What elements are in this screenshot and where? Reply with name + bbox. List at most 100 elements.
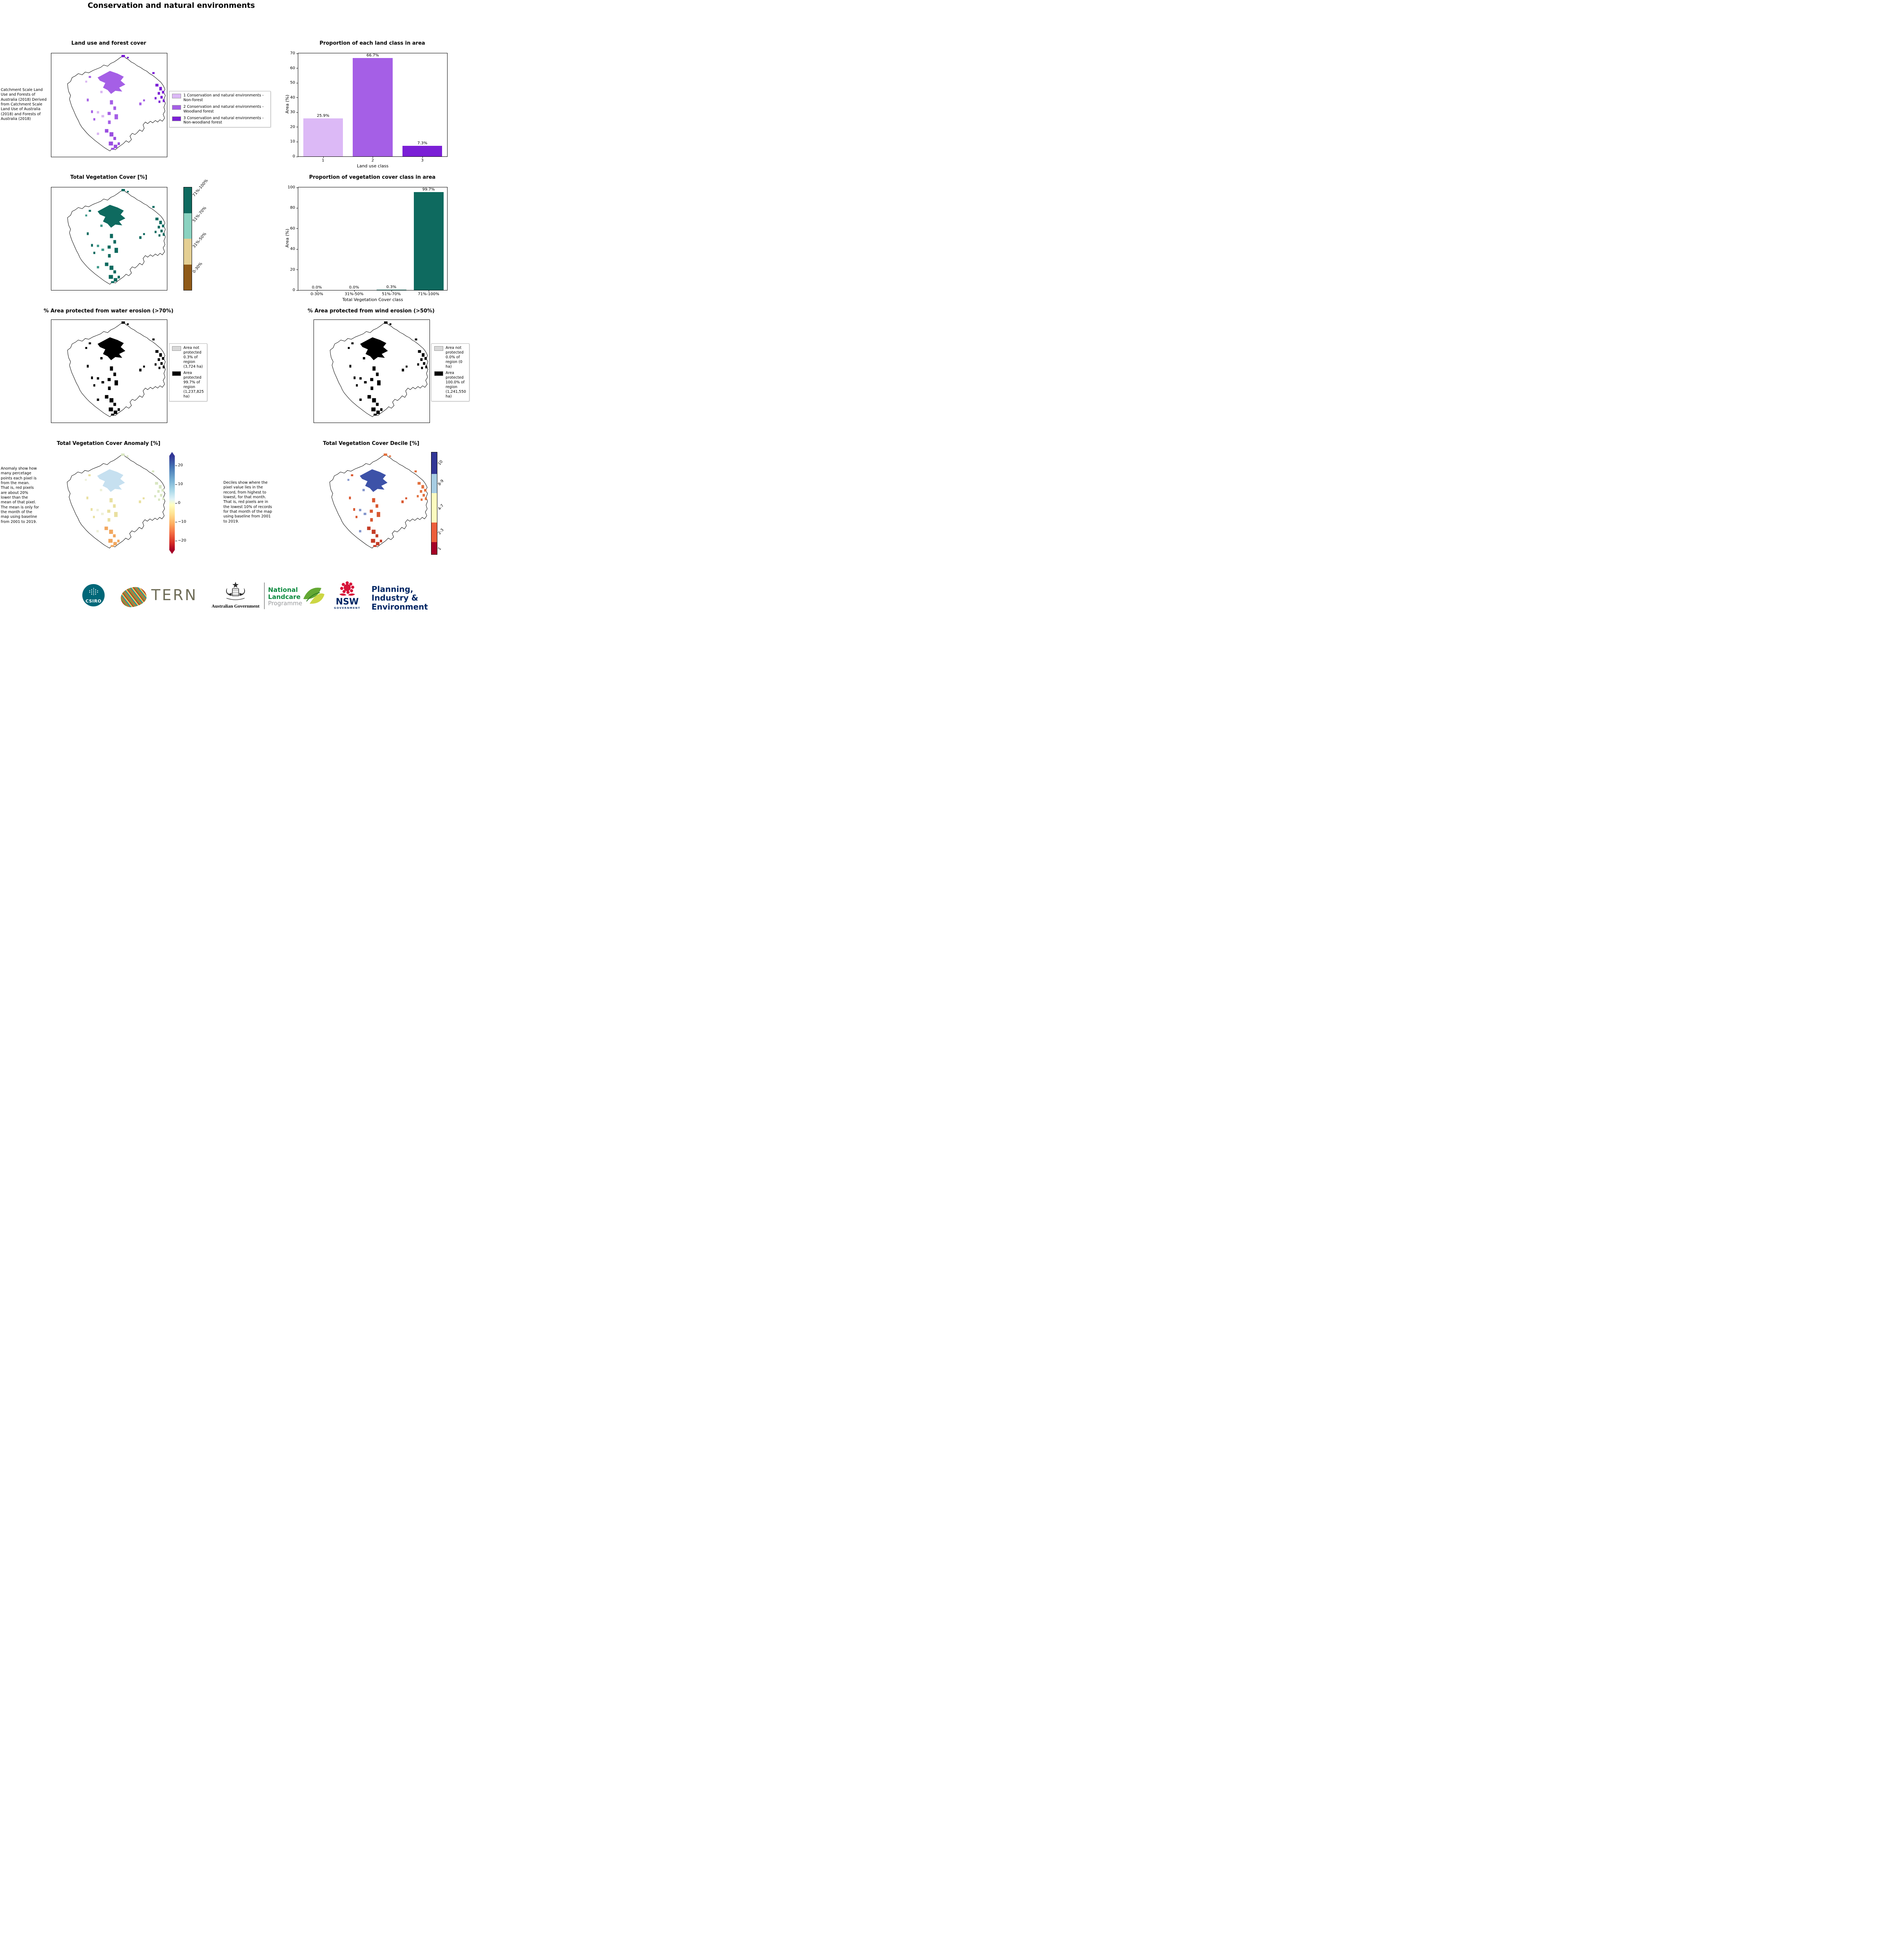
colorbar-tick: 10 (175, 482, 183, 486)
colorbar-label: 8-9 (437, 479, 445, 487)
catchment-map-wind-erosion (330, 321, 428, 417)
anomaly-map (51, 452, 167, 554)
x-tick-label: 71%-100% (418, 290, 439, 296)
y-tick-label: 80 (282, 206, 298, 210)
land-use-legend: 1 Conservation and natural environments … (169, 91, 271, 128)
bar-slot: 0.3% (373, 187, 410, 290)
colorbar-tick: −10 (175, 519, 187, 524)
csiro-wordmark: CSIRO (85, 599, 102, 604)
bar-value-label: 66.7% (366, 53, 379, 58)
water-erosion-legend: Area not protected 0.3% of region (3,724… (169, 343, 207, 401)
colorbar-arrow-bottom (169, 550, 175, 554)
landcare-line-1: National (268, 586, 298, 593)
legend-item: 3 Conservation and natural environments … (172, 116, 268, 125)
decile-caption: Deciles show where the pixel value lies … (223, 481, 272, 524)
bar-slot: 66.7% (348, 53, 398, 156)
legend-swatch (434, 346, 443, 351)
csiro-soundwave-icon (89, 588, 98, 596)
dpie-line-3: Environment (372, 602, 428, 612)
land-use-caption: Catchment Scale Land Use and Forests of … (1, 88, 47, 122)
legend-item: Area not protected 0.0% of region (0 ha) (434, 346, 466, 369)
nsw-government-label: GOVERNMENT (334, 606, 361, 610)
veg-cover-map (51, 187, 167, 290)
legend-swatch (434, 371, 443, 376)
australian-government-wordmark: Australian Government (211, 603, 260, 609)
x-tick-label: 0-30% (310, 290, 323, 296)
colorbar-label: 1 (437, 546, 442, 552)
csiro-logo: CSIRO (82, 584, 105, 606)
colorbar-gradient (169, 456, 175, 550)
catchment-map-water-erosion (67, 321, 166, 417)
landcare-line-2: Landcare (268, 593, 301, 601)
bar-slot: 0.0% (335, 187, 373, 290)
bar-class-2 (353, 58, 393, 156)
nsw-government-logo: NSW GOVERNMENT (334, 581, 361, 610)
panel-title-land-class-chart: Proportion of each land class in area (319, 40, 425, 46)
legend-swatch (172, 371, 181, 376)
legend-label: 1 Conservation and natural environments … (183, 93, 264, 102)
report-page: Conservation and natural environments La… (0, 0, 474, 626)
bar-slot: 25.9% (298, 53, 348, 156)
page-title: Conservation and natural environments (87, 1, 255, 10)
colorbar-label: 4-7 (437, 503, 445, 512)
colorbar-label: 10 (437, 459, 444, 466)
logo-divider (264, 583, 265, 609)
colorbar-tick: −20 (175, 538, 187, 543)
y-tick-label: 40 (282, 247, 298, 251)
catchment-map-decile (329, 453, 428, 548)
colorbar-arrow-top (169, 452, 175, 456)
tern-wordmark: TERN (151, 586, 198, 604)
colorbar-label: 2-3 (437, 528, 445, 536)
x-axis-label: Land use class (357, 163, 389, 169)
wind-erosion-map (314, 319, 430, 423)
legend-label: Area not protected 0.0% of region (0 ha) (446, 346, 464, 369)
legend-swatch (172, 346, 181, 351)
x-tick-label: 2 (371, 156, 374, 163)
x-tick-label: 1 (322, 156, 324, 163)
legend-item: 1 Conservation and natural environments … (172, 93, 268, 103)
landcare-leaves-icon (303, 588, 324, 604)
bar-value-label: 99.7% (422, 187, 435, 192)
legend-label: 3 Conservation and natural environments … (183, 116, 264, 125)
bar-slot: 7.3% (397, 53, 447, 156)
colorbar-label: 0-30% (192, 261, 203, 274)
x-tick-label: 31%-50% (344, 290, 364, 296)
legend-label: Area not protected 0.3% of region (3,724… (183, 346, 203, 369)
anomaly-caption: Anomaly show how many percetage points e… (1, 466, 39, 524)
bar-class-1 (303, 118, 343, 156)
legend-item: 2 Conservation and natural environments … (172, 105, 268, 114)
colorbar-segment (431, 523, 437, 542)
y-tick-label: 30 (282, 110, 298, 114)
legend-swatch (172, 116, 181, 121)
y-tick-label: 60 (282, 66, 298, 70)
legend-label: Area protected 100.0% of region (1,241,5… (446, 371, 466, 399)
colorbar-segment (184, 213, 192, 239)
colorbar-label: 51%-70% (192, 206, 208, 223)
catchment-map-land-use (67, 54, 166, 151)
catchment-map-veg-cover (67, 189, 166, 285)
colorbar-segment (184, 264, 192, 290)
legend-swatch (172, 94, 181, 98)
y-tick-label: 70 (282, 51, 298, 56)
dpie-line-2: Industry & (372, 593, 419, 603)
colorbar-label: 71%-100% (192, 178, 209, 198)
x-axis-label: Total Vegetation Cover class (342, 297, 403, 302)
y-tick-label: 100 (282, 185, 298, 190)
x-tick-label: 3 (421, 156, 424, 163)
decile-map (314, 452, 429, 554)
water-erosion-map (51, 319, 167, 423)
bar-value-label: 25.9% (317, 113, 330, 118)
panel-title-water-erosion: % Area protected from water erosion (>70… (44, 308, 174, 314)
panel-title-wind-erosion: % Area protected from wind erosion (>50%… (308, 308, 435, 314)
legend-label: Area protected 99.7% of region (1,237,82… (183, 371, 204, 399)
y-tick-label: 50 (282, 81, 298, 85)
dpie-wordmark: Planning, Industry & Environment (372, 585, 428, 612)
waratah-icon (339, 581, 355, 596)
y-tick-label: 20 (282, 125, 298, 129)
bar-slot: 0.0% (298, 187, 335, 290)
national-landcare-wordmark: National Landcare Programme (268, 586, 302, 607)
y-tick-label: 0 (282, 154, 298, 159)
colorbar-segment (431, 542, 437, 554)
legend-item: Area protected 100.0% of region (1,241,5… (434, 371, 466, 399)
colorbar-segment (184, 239, 192, 265)
